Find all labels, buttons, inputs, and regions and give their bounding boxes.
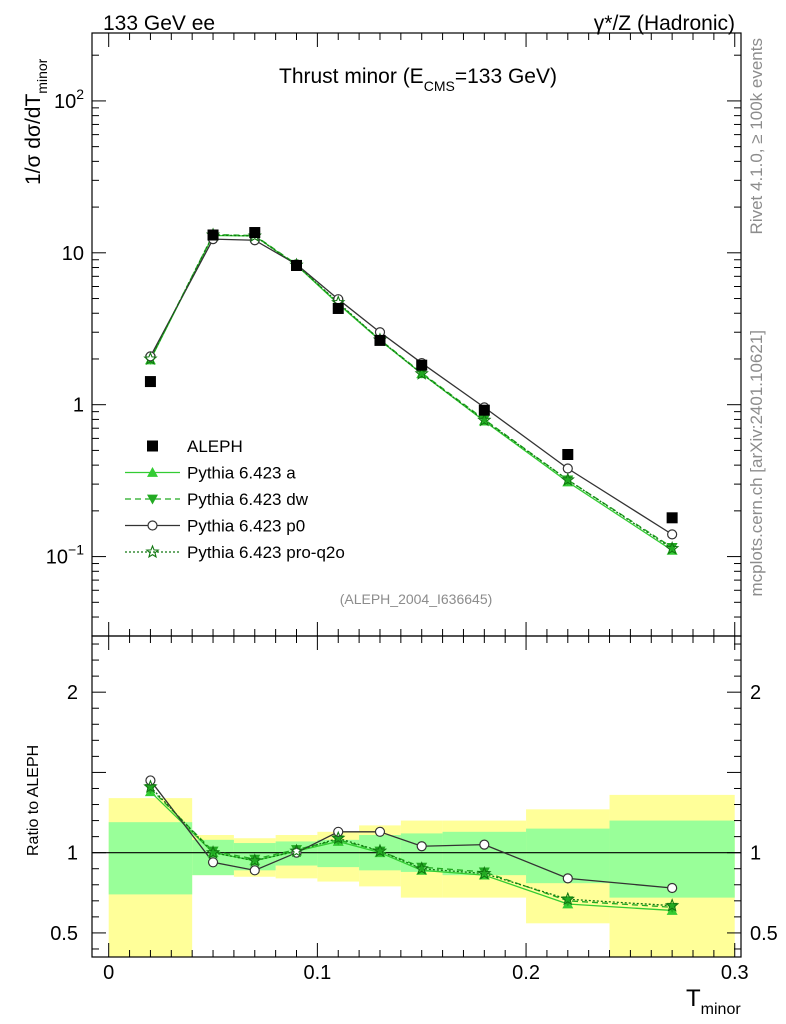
ratio-y-tick-label-right: 2 <box>750 682 761 704</box>
series-line-pythia-6-423-dw <box>149 233 673 548</box>
x-tick-label: 0.1 <box>303 962 331 984</box>
x-tick-label: 0 <box>103 962 114 984</box>
ratio-band-inner <box>108 822 193 895</box>
legend-label: Pythia 6.423 a <box>187 464 296 483</box>
legend-marker <box>147 467 158 477</box>
ratio-point-pythia-6-423-p0 <box>249 865 260 876</box>
ratio-y-axis-label: Ratio to ALEPH <box>25 745 42 856</box>
ratio-point-pythia-6-423-pro-q2o <box>247 853 262 867</box>
ratio-point-pythia-6-423-pro-q2o <box>289 843 304 858</box>
ratio-point-pythia-6-423-pro-q2o <box>664 898 680 912</box>
legend-marker <box>147 520 158 531</box>
point-pythia-6-423-pro-q2o <box>143 351 158 366</box>
ratio-line-pythia-6-423-p0 <box>149 780 673 889</box>
plot-title-tail: =133 GeV) <box>455 65 557 88</box>
y-axis-label: 1/σ dσ/dTminor <box>22 58 50 185</box>
ratio-point-pythia-6-423-pro-q2o <box>143 779 158 793</box>
ratio-y-tick-label-right: 0.5 <box>750 923 778 945</box>
legend-label: Pythia 6.423 dw <box>187 490 309 509</box>
point-pythia-6-423-pro-q2o <box>414 366 429 380</box>
header-right: γ*/Z (Hadronic) <box>594 12 735 35</box>
ratio-plot-frame <box>91 635 742 958</box>
plot-title: Thrust minor (ECMS=133 GeV) <box>279 65 557 94</box>
ratio-point-pythia-6-423-dw <box>207 846 219 857</box>
point-pythia-6-423-pro-q2o <box>477 412 492 427</box>
mcplots-reference-text: mcplots.cern.ch [arXiv:2401.10621] <box>747 330 766 596</box>
data-point-aleph <box>144 376 156 388</box>
point-pythia-6-423-pro-q2o <box>664 541 680 555</box>
ratio-point-pythia-6-423-pro-q2o <box>372 843 388 858</box>
point-pythia-6-423-p0 <box>562 463 573 474</box>
data-point-aleph <box>666 512 678 524</box>
ratio-point-pythia-6-423-p0 <box>479 839 490 850</box>
ratio-line-pythia-6-423-dw <box>149 788 673 908</box>
x-axis-label-main: T <box>686 985 701 1012</box>
data-point-aleph <box>416 359 428 371</box>
y-tick-label: 10 <box>62 243 84 265</box>
data-point-aleph <box>478 404 490 416</box>
y-tick-label: 10−1 <box>46 542 84 569</box>
legend-marker <box>147 494 158 505</box>
ratio-point-pythia-6-423-p0 <box>416 841 427 852</box>
ratio-point-pythia-6-423-dw <box>416 862 428 873</box>
point-pythia-6-423-dw <box>478 415 490 425</box>
data-point-aleph <box>562 448 574 460</box>
ratio-point-pythia-6-423-pro-q2o <box>205 845 221 859</box>
data-point-aleph <box>332 302 344 314</box>
x-tick-label: 0.2 <box>512 962 540 984</box>
ratio-y-tick-label: 0.5 <box>50 923 78 945</box>
ratio-line-pythia-6-423-pro-q2o <box>149 786 673 907</box>
data-point-aleph <box>291 259 303 271</box>
data-point-aleph <box>374 334 386 346</box>
plot-title-main: Thrust minor (E <box>279 65 424 88</box>
ratio-point-pythia-6-423-p0 <box>562 873 573 884</box>
header-left: 133 GeV ee <box>103 12 215 35</box>
ratio-point-pythia-6-423-pro-q2o <box>477 866 492 880</box>
ratio-y-tick-label: 1 <box>67 843 78 865</box>
ratio-point-pythia-6-423-p0 <box>667 882 678 894</box>
analysis-id: (ALEPH_2004_I636645) <box>340 591 493 607</box>
ratio-point-pythia-6-423-dw <box>478 867 490 878</box>
point-pythia-6-423-p0 <box>667 529 678 540</box>
x-axis-label-subscript: minor <box>701 1001 742 1018</box>
ratio-y-tick-label-right: 1 <box>750 843 761 865</box>
legend-marker <box>145 544 160 559</box>
y-tick-label: 102 <box>54 86 84 113</box>
point-pythia-6-423-dw <box>666 542 678 553</box>
y-tick-label: 1 <box>73 395 84 417</box>
data-point-aleph <box>207 229 219 241</box>
legend: ALEPH Pythia 6.423 a Pythia 6.423 dw Pythia… <box>125 437 345 562</box>
y-axis-label-subscript: minor <box>34 58 50 93</box>
legend-marker <box>147 440 158 452</box>
plot-title-subscript: CMS <box>424 78 455 94</box>
ratio-point-pythia-6-423-pro-q2o <box>331 830 346 845</box>
ratio-point-pythia-6-423-dw <box>249 854 261 865</box>
point-pythia-6-423-pro-q2o <box>560 472 575 486</box>
legend-label: Pythia 6.423 p0 <box>187 517 305 536</box>
y-axis-label-main: 1/σ dσ/dT <box>22 94 45 185</box>
ratio-plot-panel <box>91 635 742 958</box>
ratio-point-pythia-6-423-p0 <box>374 826 386 837</box>
ratio-y-tick-label: 2 <box>67 682 78 704</box>
series-line-pythia-6-423-a <box>149 234 673 551</box>
x-tick-label: 0.3 <box>721 962 749 984</box>
rivet-version-text: Rivet 4.1.0, ≥ 100k events <box>747 38 766 234</box>
ratio-point-pythia-6-423-p0 <box>207 857 219 868</box>
series-line-pythia-6-423-p0 <box>149 238 673 535</box>
legend-label: ALEPH <box>187 437 243 456</box>
point-pythia-6-423-dw <box>416 368 428 379</box>
ratio-point-pythia-6-423-pro-q2o <box>560 891 575 906</box>
data-point-aleph <box>249 227 261 239</box>
ratio-point-pythia-6-423-pro-q2o <box>414 861 429 875</box>
x-axis-label: Tminor <box>686 985 741 1018</box>
legend-label: Pythia 6.423 pro-q2o <box>187 543 345 562</box>
